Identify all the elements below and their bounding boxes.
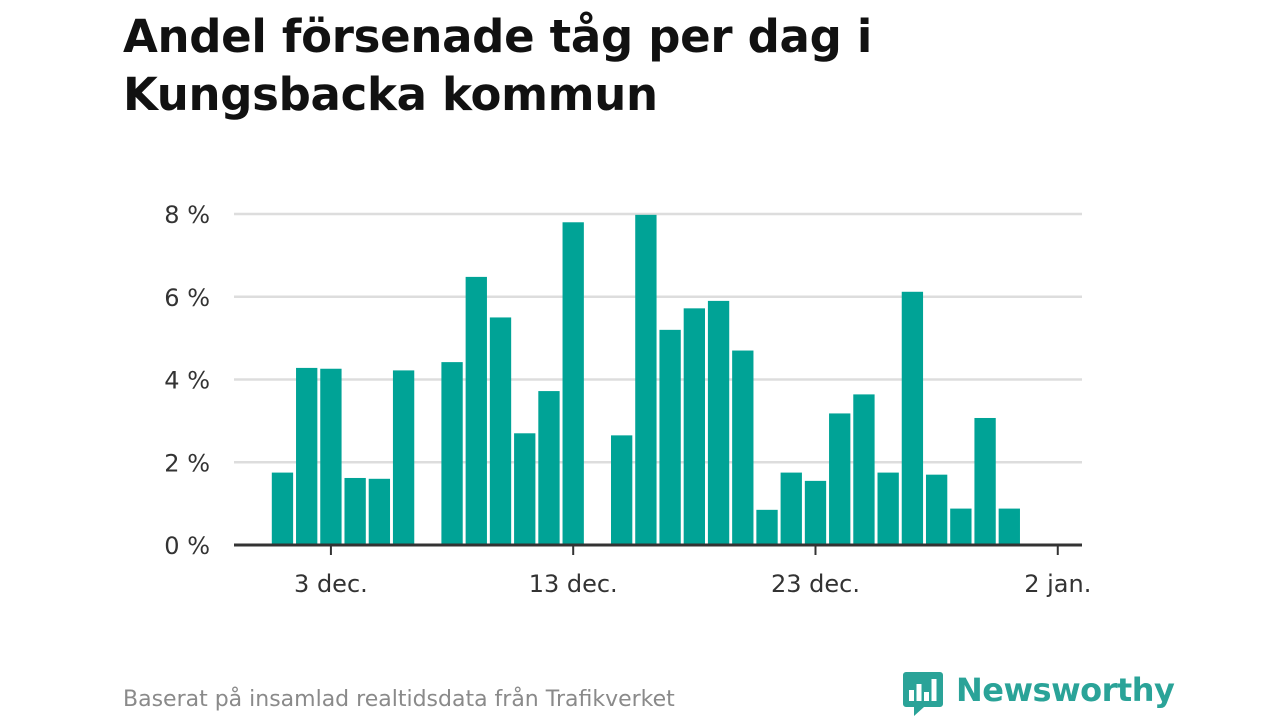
- bar-2023-12-08: [441, 362, 463, 545]
- bar-2023-12-02: [296, 367, 318, 545]
- bar-2023-12-12: [538, 391, 560, 545]
- axes: 0 % 2 % 4 % 6 % 8 % 3 dec. 13 dec. 23 dec. 2 jan…: [164, 201, 1091, 598]
- bar-2023-12-13: [562, 222, 584, 545]
- bar-2023-12-05: [368, 478, 391, 545]
- bar-2023-12-11: [514, 433, 536, 545]
- bar-2023-12-04: [344, 477, 366, 545]
- newsworthy-chart-icon: [903, 672, 943, 716]
- x-tick-label: 13 dec.: [529, 570, 618, 598]
- bar-2023-12-26: [877, 472, 899, 545]
- brand-name: Newsworthy: [956, 671, 1175, 709]
- bar-2023-12-18: [683, 308, 705, 545]
- newsworthy-logo: Newsworthy: [902, 670, 1175, 718]
- bar-2023-12-17: [659, 329, 681, 545]
- bar-2023-12-29: [950, 508, 972, 545]
- bar-2023-12-24: [829, 413, 851, 545]
- y-tick-label: 4 %: [164, 367, 210, 395]
- bar-2023-12-10: [489, 317, 512, 545]
- bar-2023-12-03: [320, 368, 342, 545]
- bar-2023-12-21: [756, 509, 778, 545]
- bar-2023-12-31: [998, 508, 1020, 545]
- bar-2023-12-09: [465, 276, 487, 545]
- source-note: Baserat på insamlad realtidsdata från Tr…: [123, 687, 675, 712]
- bar-2023-12-25: [853, 394, 875, 545]
- gridlines: [234, 212, 1082, 464]
- y-tick-label: 0 %: [164, 532, 210, 560]
- bar-2023-12-15: [611, 435, 633, 545]
- bar-2023-12-30: [974, 417, 996, 545]
- x-tick-label: 23 dec.: [771, 570, 860, 598]
- y-tick-label: 6 %: [164, 284, 210, 312]
- bar-2023-12-19: [707, 300, 730, 545]
- bar-2023-12-23: [804, 480, 827, 545]
- y-tick-label: 8 %: [164, 201, 210, 229]
- bars: [271, 214, 1020, 545]
- bar-2023-12-16: [635, 214, 657, 545]
- bar-2023-12-20: [732, 350, 754, 545]
- x-tick-label: 3 dec.: [294, 570, 368, 598]
- bar-2023-12-01: [271, 472, 294, 545]
- bar-2023-12-06: [392, 370, 415, 545]
- bar-2023-12-27: [901, 291, 924, 545]
- chart-title: Andel försenade tåg per dag i Kungsbacka…: [123, 10, 873, 121]
- bar-2023-12-28: [925, 474, 948, 545]
- x-tick-label: 2 jan.: [1024, 570, 1091, 598]
- y-tick-label: 2 %: [164, 449, 210, 477]
- bar-2023-12-22: [780, 472, 802, 545]
